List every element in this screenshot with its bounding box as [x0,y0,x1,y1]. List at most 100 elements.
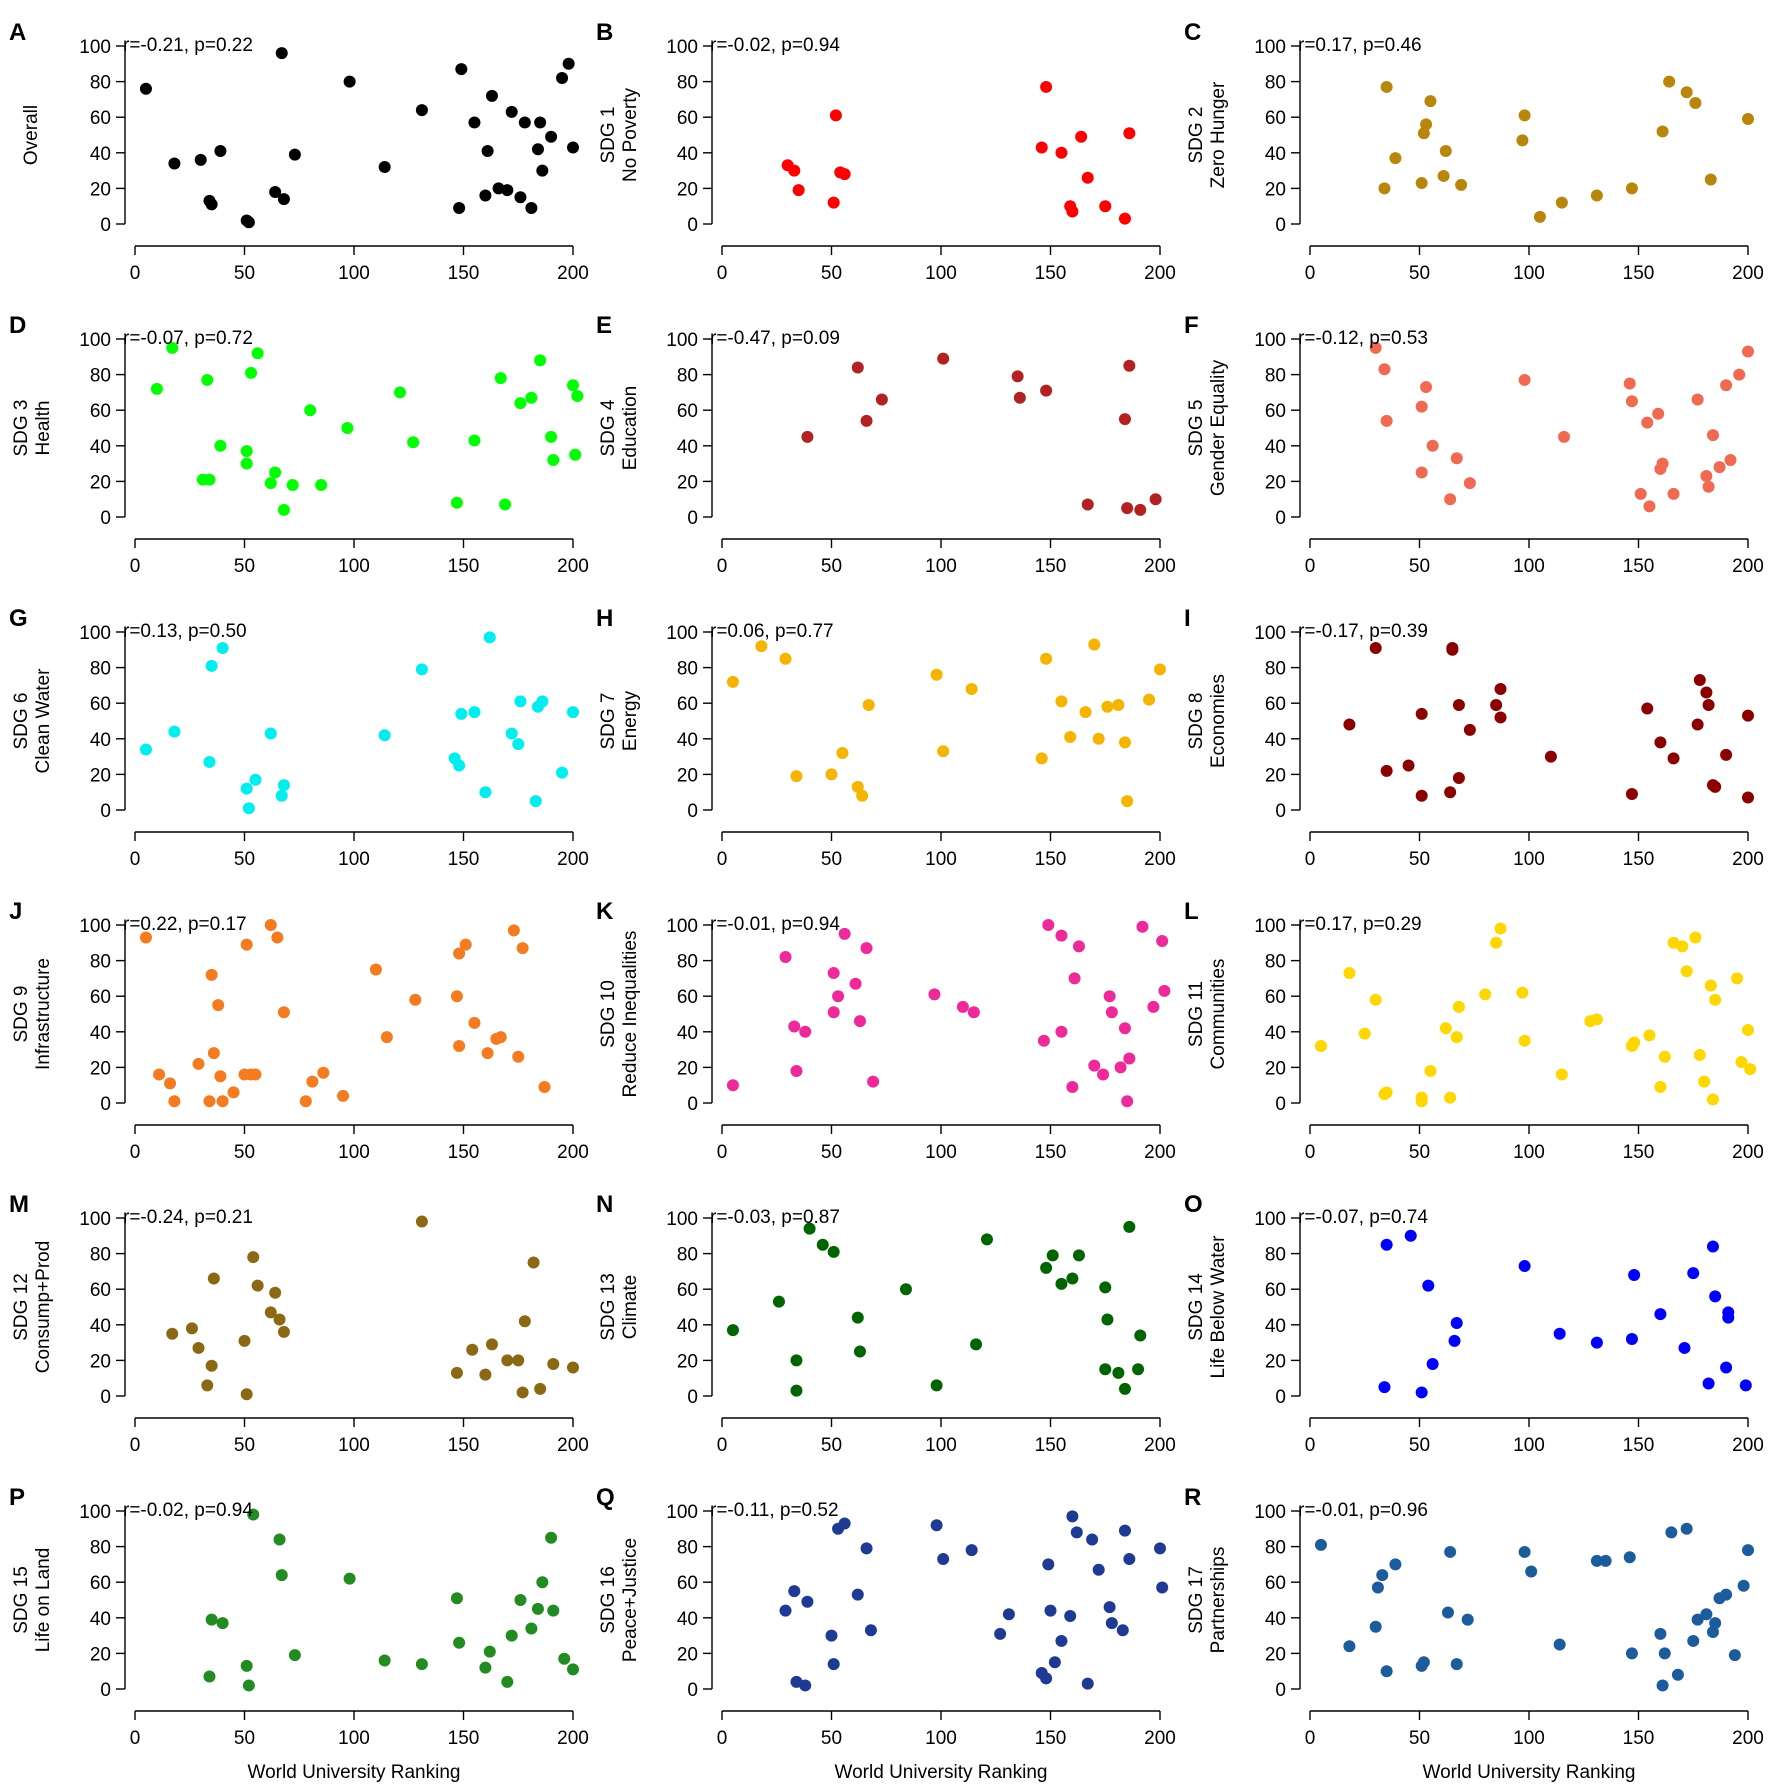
data-point [516,1386,529,1399]
x-tick-label: 100 [338,1435,370,1456]
data-point [1656,1679,1669,1692]
data-point [1643,500,1656,513]
data-point [1625,1333,1638,1346]
data-point [849,977,862,990]
x-tick-label: 100 [925,1728,957,1749]
y-axis-label: SDG 6 [11,692,32,749]
data-point [792,184,805,197]
data-point [1700,686,1713,699]
data-point [466,1343,479,1356]
panel-R: R 0 20 40 60 80 100 0 50 100 150 200 SDG 17 Partnersh… [1184,1484,1764,1783]
data-point [479,189,492,202]
correlation-annotation: r=0.22, p=0.17 [123,914,247,935]
x-tick-label: 0 [130,556,141,577]
data-point [790,1064,803,1077]
data-point [816,1238,829,1251]
y-tick-label: 40 [1265,1609,1286,1630]
y-tick-label: 80 [677,366,698,387]
data-point [450,1592,463,1605]
x-tick-label: 50 [821,1142,842,1163]
data-point [1590,189,1603,202]
data-points [781,80,1136,225]
data-point [1687,1634,1700,1647]
y-axis-label: Zero Hunger [1208,81,1229,188]
data-point [378,729,391,742]
data-point [455,707,468,720]
y-axis-label: SDG 15 [11,1566,32,1634]
x-tick-label: 150 [1623,1435,1655,1456]
data-point [1121,795,1134,808]
data-point [1147,1000,1160,1013]
x-tick-label: 0 [717,849,728,870]
data-point [1680,1522,1693,1535]
data-point [1678,1341,1691,1354]
data-point [304,404,317,417]
data-point [1494,682,1507,695]
y-tick-label: 80 [677,952,698,973]
data-point [1444,493,1457,506]
data-point [1112,1366,1125,1379]
data-point [1064,731,1077,744]
data-point [1380,1238,1393,1251]
data-point [799,1025,812,1038]
data-point [499,498,512,511]
data-point [1654,1080,1667,1093]
data-point [216,642,229,655]
data-point [240,782,253,795]
data-point [838,1517,851,1530]
data-point [1693,674,1706,687]
data-point [1055,146,1068,159]
data-point [453,201,466,214]
panel-letter: I [1184,605,1191,632]
data-point [860,942,873,955]
data-point [1378,1381,1391,1394]
data-point [468,1016,481,1029]
x-tick-label: 0 [1305,556,1316,577]
data-point [567,379,579,392]
y-tick-label: 0 [687,1680,698,1701]
data-point [380,1031,393,1044]
x-tick-label: 200 [1732,1728,1764,1749]
data-point [1518,373,1531,386]
data-point [527,1256,540,1269]
data-point [567,706,579,719]
y-tick-label: 60 [677,108,698,129]
data-point [1737,1579,1750,1592]
data-point [514,695,527,708]
y-tick-label: 80 [1265,1538,1286,1559]
y-tick-label: 60 [1265,108,1286,129]
correlation-annotation: r=-0.47, p=0.09 [710,328,840,349]
data-point [1439,1022,1452,1035]
y-axis-label: Communities [1208,959,1229,1070]
data-point [1371,1581,1384,1594]
data-point [799,1679,812,1692]
data-point [455,63,468,76]
data-point [1118,1524,1131,1537]
data-point [238,1334,251,1347]
data-point [1698,1075,1711,1088]
data-point [194,153,207,166]
data-points [139,631,579,815]
data-point [1143,693,1156,706]
data-point [860,414,873,427]
data-point [1691,1613,1704,1626]
data-point [1658,1647,1671,1660]
data-point [453,759,466,772]
x-tick-label: 50 [234,1435,255,1456]
data-point [1702,480,1715,493]
data-point [277,503,290,516]
data-point [1656,125,1669,138]
data-point [1042,1558,1055,1571]
x-tick-label: 0 [130,1142,141,1163]
data-point [481,145,494,158]
data-point [1652,407,1665,420]
data-point [1667,487,1680,500]
y-tick-label: 40 [90,1023,111,1044]
data-point [1066,205,1079,218]
y-tick-label: 60 [1265,694,1286,715]
data-point [851,1588,864,1601]
y-tick-label: 60 [677,694,698,715]
y-tick-label: 80 [90,1245,111,1266]
data-point [1380,1086,1393,1099]
